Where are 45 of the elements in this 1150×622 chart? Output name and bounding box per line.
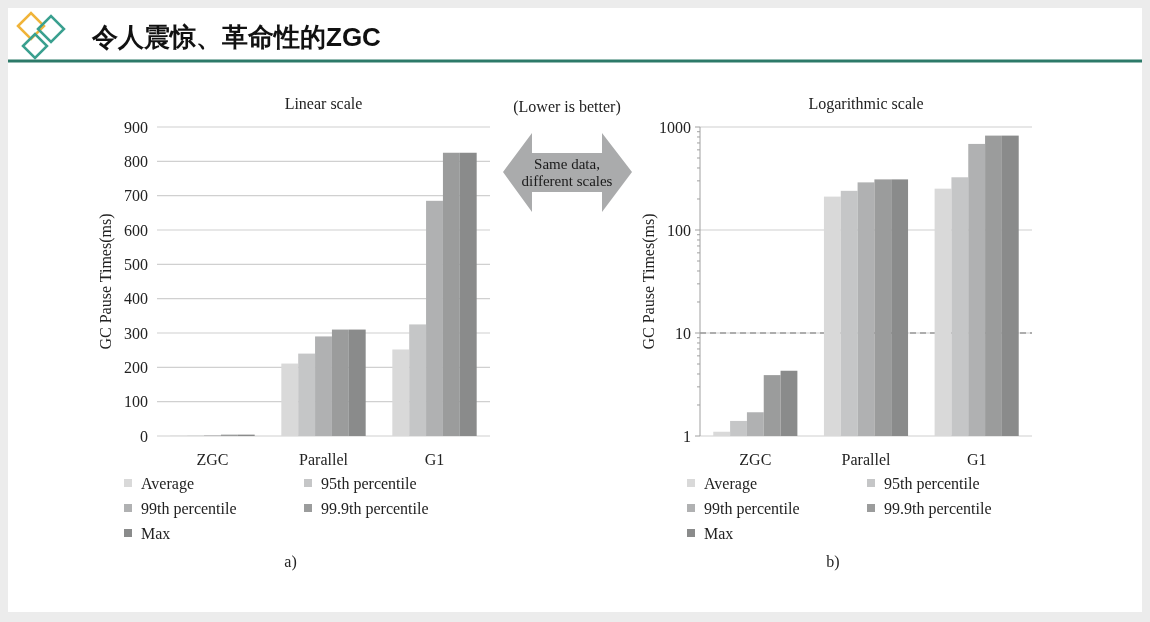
legend-label: Average (141, 474, 194, 493)
bar (348, 329, 366, 436)
text: b) (826, 553, 840, 571)
y-tick-label: 300 (124, 324, 148, 342)
legend-label: Max (704, 524, 734, 542)
legend-label: 95th percentile (884, 474, 980, 493)
bar (442, 152, 460, 436)
text: a) (284, 553, 297, 571)
chart-title: Logarithmic scale (808, 95, 924, 113)
y-tick-label: 200 (124, 358, 148, 376)
legend-label: Max (141, 524, 171, 542)
y-tick-label: 900 (124, 118, 148, 136)
y-tick-label: 400 (124, 290, 148, 308)
x-tick-label: G1 (966, 451, 987, 468)
y-tick-label: 1 (683, 427, 691, 445)
x-tick-label: Parallel (841, 451, 891, 468)
text: 令人震惊、革命性的ZGC (91, 22, 382, 52)
bar (315, 336, 332, 436)
y-axis-title: GC Pause Times(ms) (639, 213, 658, 350)
y-tick-label: 1000 (659, 118, 691, 136)
x-tick-label: G1 (424, 451, 445, 468)
bar (426, 200, 443, 436)
bar (331, 329, 349, 436)
y-tick-label: 800 (124, 152, 148, 170)
y-tick-label: 500 (124, 255, 148, 273)
y-tick-label: 600 (124, 221, 148, 239)
text: (Lower is better) (513, 97, 621, 116)
legend-label: 99.9th percentile (321, 499, 429, 518)
legend-label: 99.9th percentile (884, 499, 992, 518)
y-axis-title: GC Pause Times(ms) (96, 213, 115, 350)
x-tick-label: Parallel (299, 451, 349, 468)
legend-label: Average (704, 474, 757, 493)
x-tick-label: ZGC (196, 451, 229, 468)
y-tick-label: 10 (675, 324, 691, 342)
y-tick-label: 100 (667, 221, 691, 239)
chart-title: Linear scale (284, 95, 363, 112)
legend-label: 99th percentile (141, 499, 237, 518)
legend-label: 99th percentile (704, 499, 800, 518)
y-tick-label: 0 (140, 427, 148, 445)
legend-label: 95th percentile (321, 474, 417, 493)
bar (459, 152, 477, 436)
y-tick-label: 100 (124, 393, 148, 411)
x-tick-label: ZGC (739, 451, 772, 468)
y-tick-label: 700 (124, 187, 148, 205)
text: Same data, different scales (521, 155, 613, 189)
